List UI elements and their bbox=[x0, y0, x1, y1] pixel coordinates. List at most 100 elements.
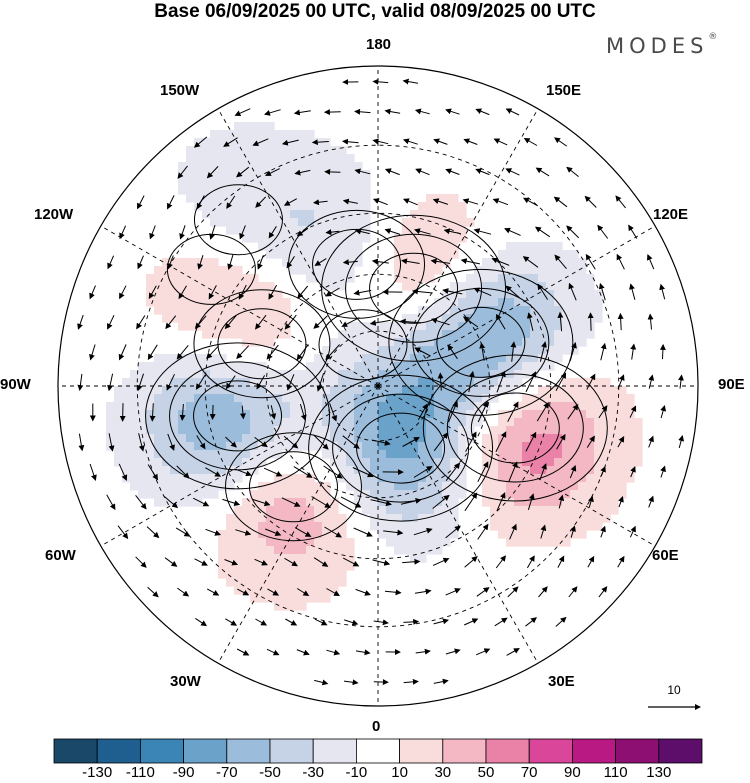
field-cell bbox=[306, 274, 315, 283]
wind-arrow bbox=[600, 525, 606, 538]
field-cell bbox=[346, 266, 355, 275]
field-cell bbox=[186, 378, 195, 387]
field-cell bbox=[442, 402, 451, 411]
field-cell bbox=[266, 218, 275, 227]
field-cell bbox=[226, 482, 235, 491]
wind-arrow bbox=[496, 370, 506, 393]
field-cell bbox=[474, 274, 483, 283]
field-cell bbox=[466, 298, 475, 307]
colorbar-swatch bbox=[269, 738, 314, 764]
field-cell bbox=[562, 474, 571, 483]
field-cell bbox=[418, 546, 427, 555]
field-cell bbox=[434, 418, 443, 427]
field-cell bbox=[282, 162, 291, 171]
wind-arrow bbox=[314, 258, 327, 266]
field-cell bbox=[274, 442, 283, 451]
wind-arrow bbox=[539, 341, 547, 362]
field-cell bbox=[226, 306, 235, 315]
field-cell bbox=[322, 418, 331, 427]
wind-arrow bbox=[568, 586, 578, 598]
wind-arrow bbox=[167, 255, 174, 270]
field-cell bbox=[242, 234, 251, 243]
field-cell bbox=[258, 586, 267, 595]
wind-arrow bbox=[256, 375, 266, 390]
contour-line bbox=[193, 289, 331, 399]
field-cell bbox=[242, 210, 251, 219]
field-cell bbox=[274, 394, 283, 403]
field-cell bbox=[322, 570, 331, 579]
field-cell bbox=[234, 458, 243, 467]
wind-arrow bbox=[464, 556, 478, 568]
field-cell bbox=[530, 450, 539, 459]
field-cell bbox=[354, 442, 363, 451]
field-cell bbox=[226, 522, 235, 531]
field-cell bbox=[458, 282, 467, 291]
field-cell bbox=[394, 338, 403, 347]
field-cell bbox=[258, 378, 267, 387]
field-cell bbox=[458, 450, 467, 459]
wind-arrow bbox=[325, 344, 340, 361]
field-cell bbox=[538, 498, 547, 507]
field-cell bbox=[162, 450, 171, 459]
field-cell bbox=[210, 282, 219, 291]
field-cell bbox=[218, 442, 227, 451]
field-cell bbox=[474, 314, 483, 323]
wind-arrow bbox=[504, 227, 521, 236]
field-cell bbox=[594, 434, 603, 443]
wind-arrow bbox=[299, 403, 307, 421]
field-cell bbox=[514, 354, 523, 363]
wind-arrow bbox=[462, 198, 479, 205]
wind-arrow bbox=[135, 556, 147, 568]
field-cell bbox=[482, 490, 491, 499]
field-cell bbox=[338, 546, 347, 555]
field-cell bbox=[202, 426, 211, 435]
field-cell bbox=[314, 442, 323, 451]
field-cell bbox=[290, 506, 299, 515]
field-cell bbox=[218, 194, 227, 203]
field-cell bbox=[194, 154, 203, 163]
field-cell bbox=[258, 234, 267, 243]
field-cell bbox=[402, 410, 411, 419]
wind-arrow bbox=[313, 199, 328, 206]
field-cell bbox=[562, 418, 571, 427]
field-cell bbox=[362, 330, 371, 339]
field-cell bbox=[202, 202, 211, 211]
field-cell bbox=[266, 490, 275, 499]
field-cell bbox=[610, 450, 619, 459]
wind-arrow bbox=[353, 527, 373, 537]
field-cell bbox=[434, 466, 443, 475]
field-cell bbox=[266, 250, 275, 259]
field-cell bbox=[426, 434, 435, 443]
field-cell bbox=[330, 338, 339, 347]
field-cell bbox=[274, 410, 283, 419]
field-cell bbox=[250, 578, 259, 587]
field-cell bbox=[202, 458, 211, 467]
wind-arrow bbox=[647, 313, 654, 330]
field-cell bbox=[442, 442, 451, 451]
field-cell bbox=[402, 546, 411, 555]
field-cell bbox=[506, 418, 515, 427]
wind-arrow bbox=[235, 529, 252, 536]
field-cell bbox=[490, 306, 499, 315]
field-cell bbox=[226, 418, 235, 427]
field-cell bbox=[618, 394, 627, 403]
field-cell bbox=[578, 298, 587, 307]
wind-arrow bbox=[557, 311, 564, 332]
field-cell bbox=[562, 538, 571, 547]
field-cell bbox=[210, 290, 219, 299]
field-cell bbox=[586, 282, 595, 291]
field-cell bbox=[498, 378, 507, 387]
wind-arrow bbox=[556, 433, 566, 450]
field-cell bbox=[290, 538, 299, 547]
field-cell bbox=[178, 490, 187, 499]
wind-arrow bbox=[265, 528, 282, 536]
field-cell bbox=[282, 410, 291, 419]
field-cell bbox=[570, 290, 579, 299]
field-cell bbox=[562, 386, 571, 395]
field-cell bbox=[242, 130, 251, 139]
field-cell bbox=[338, 162, 347, 171]
field-cell bbox=[370, 522, 379, 531]
wind-arrow bbox=[149, 225, 156, 240]
field-cell bbox=[546, 458, 555, 467]
wind-arrow bbox=[137, 255, 144, 270]
